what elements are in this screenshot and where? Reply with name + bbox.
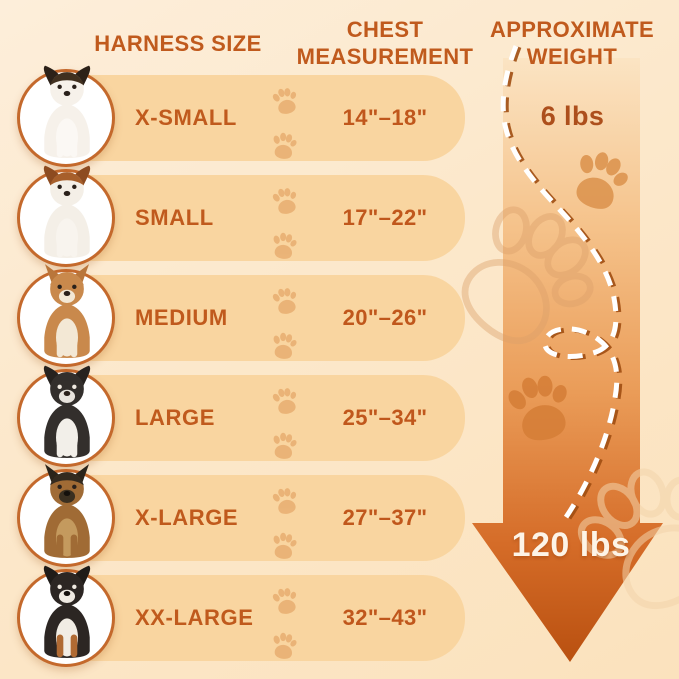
- dashed-route-line: [500, 45, 623, 526]
- max-weight-label: 120 lbs: [511, 526, 631, 564]
- size-label: LARGE: [135, 405, 215, 430]
- chest-measurement-value: 17"–22": [342, 205, 428, 230]
- paw-icon: [269, 530, 299, 561]
- harness-size-header-label: HARNESS SIZE: [94, 31, 262, 56]
- size-label: SMALL: [135, 205, 214, 230]
- dog-photo-circle: [17, 264, 115, 367]
- dog-photo-circle: [17, 165, 115, 267]
- german-shepherd-dog-photo: [23, 464, 111, 561]
- paw-icon: [269, 630, 299, 661]
- bernese-mountain-dog-photo: [23, 564, 111, 661]
- weight-header-line2: WEIGHT: [526, 44, 618, 69]
- size-label: XX-LARGE: [135, 605, 254, 630]
- weight-header-line1: APPROXIMATE: [489, 17, 655, 42]
- chest-header-line1: CHEST: [346, 17, 424, 42]
- approximate-weight-header: APPROXIMATE WEIGHT: [472, 16, 672, 70]
- min-weight-label: 6 lbs: [540, 101, 605, 131]
- weight-arrow: [472, 58, 663, 662]
- chest-measurement-value: 25"–34": [342, 405, 428, 430]
- papillon-dog-photo: [23, 64, 111, 161]
- chest-measurement-header: CHEST MEASUREMENT: [285, 16, 485, 70]
- dog-photo-circle: [17, 565, 115, 667]
- size-label: X-LARGE: [135, 505, 239, 530]
- dog-photo-circle: [17, 65, 115, 167]
- jack-russell-terrier-dog-photo: [23, 164, 111, 261]
- paw-icon: [269, 430, 299, 461]
- chest-measurement-value: 27"–37": [342, 505, 428, 530]
- chest-measurement-value: 14"–18": [342, 105, 428, 130]
- dog-photo-circle: [17, 365, 115, 467]
- paw-icon: [269, 330, 299, 361]
- dog-photo-circle: [17, 464, 115, 567]
- chest-header-line2: MEASUREMENT: [296, 44, 474, 69]
- chest-measurement-value: 32"–43": [342, 605, 428, 630]
- size-label: X-SMALL: [135, 105, 237, 130]
- welsh-corgi-dog-photo: [23, 264, 111, 361]
- paw-icon: [269, 230, 299, 261]
- size-label: MEDIUM: [135, 305, 228, 330]
- border-collie-dog-photo: [23, 364, 111, 461]
- harness-size-header: HARNESS SIZE: [60, 30, 296, 57]
- paw-icon: [269, 130, 299, 161]
- chest-measurement-value: 20"–26": [342, 305, 428, 330]
